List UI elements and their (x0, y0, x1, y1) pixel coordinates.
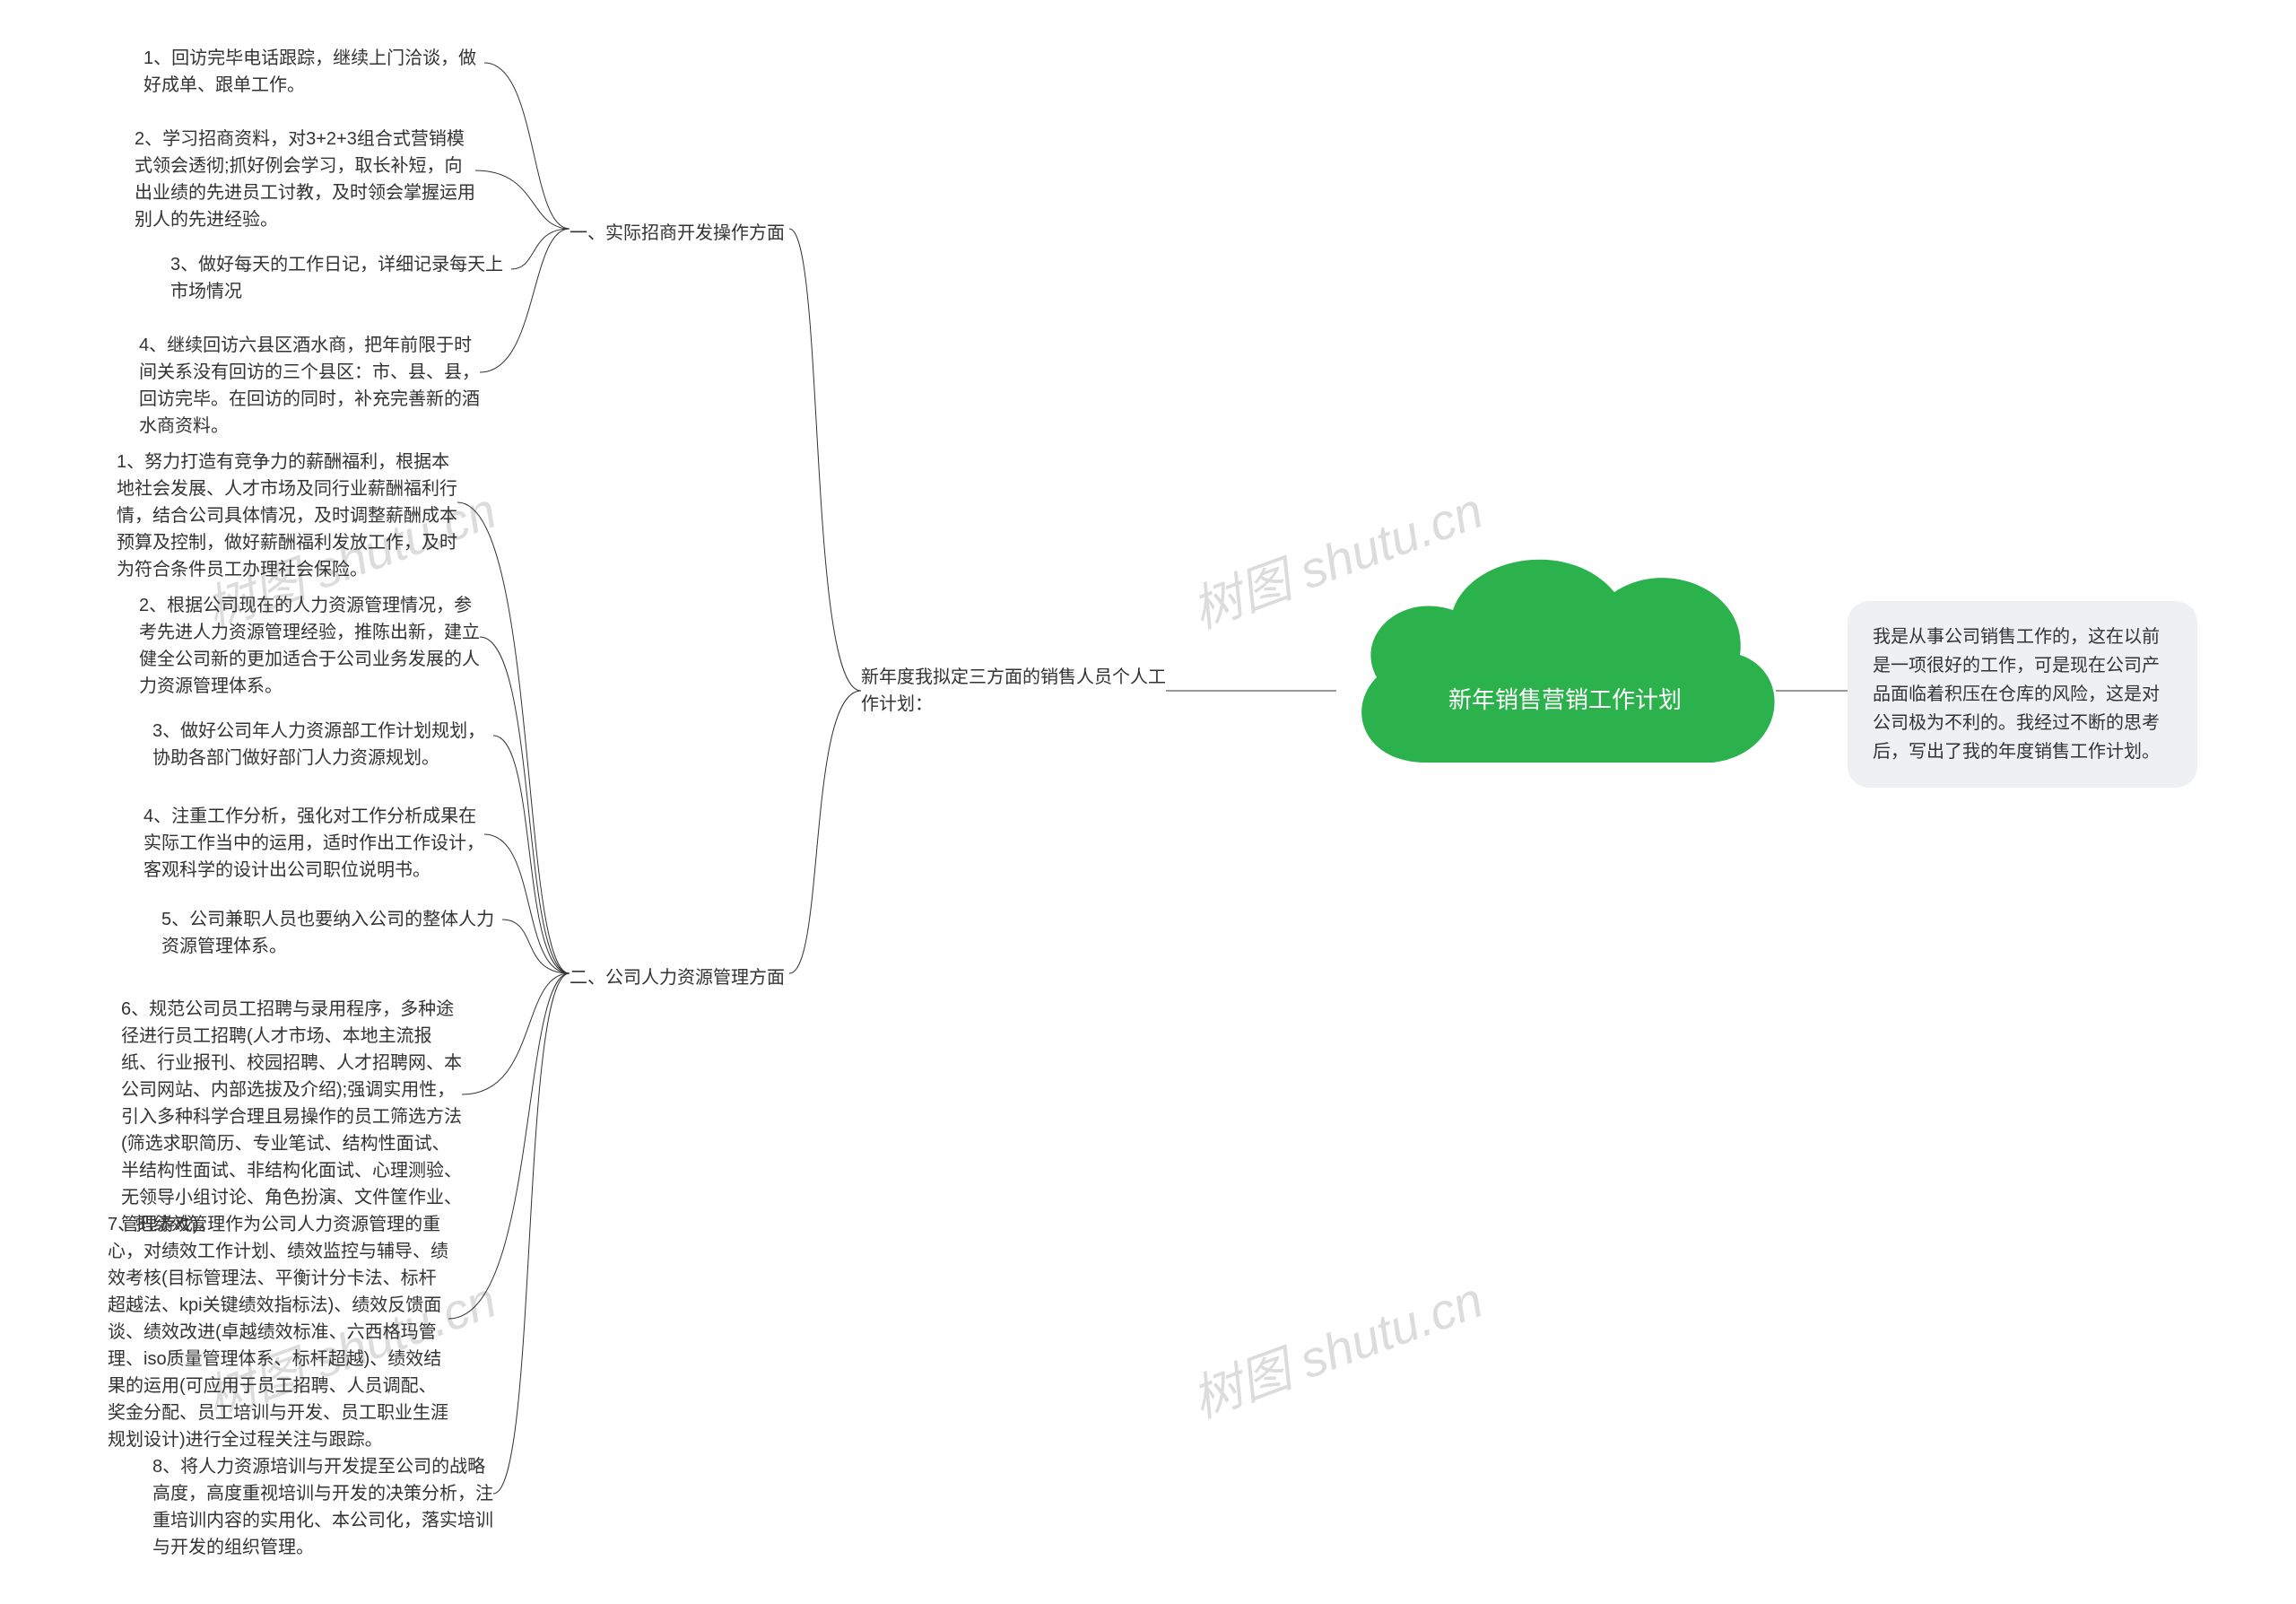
connector-lines (0, 0, 2296, 1604)
mindmap-canvas: 树图 shutu.cn 树图 shutu.cn 树图 shutu.cn 树图 s… (0, 0, 2296, 1604)
center-node: 新年销售营销工作计划 (1435, 682, 1695, 715)
center-label: 新年销售营销工作计划 (1448, 686, 1682, 713)
